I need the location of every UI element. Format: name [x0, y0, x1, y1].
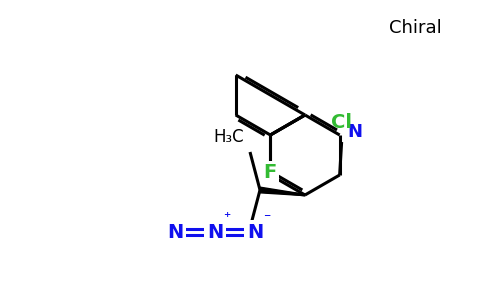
Text: N: N: [167, 223, 183, 242]
Text: ⁻: ⁻: [263, 211, 271, 225]
Text: ⁺: ⁺: [224, 211, 230, 225]
Polygon shape: [260, 187, 305, 196]
Text: H₃C: H₃C: [213, 128, 244, 146]
Text: Cl: Cl: [331, 113, 352, 132]
Text: N: N: [348, 123, 363, 141]
Text: Chiral: Chiral: [389, 19, 441, 37]
Text: N: N: [247, 223, 263, 242]
Text: N: N: [207, 223, 223, 242]
Text: F: F: [264, 164, 277, 182]
